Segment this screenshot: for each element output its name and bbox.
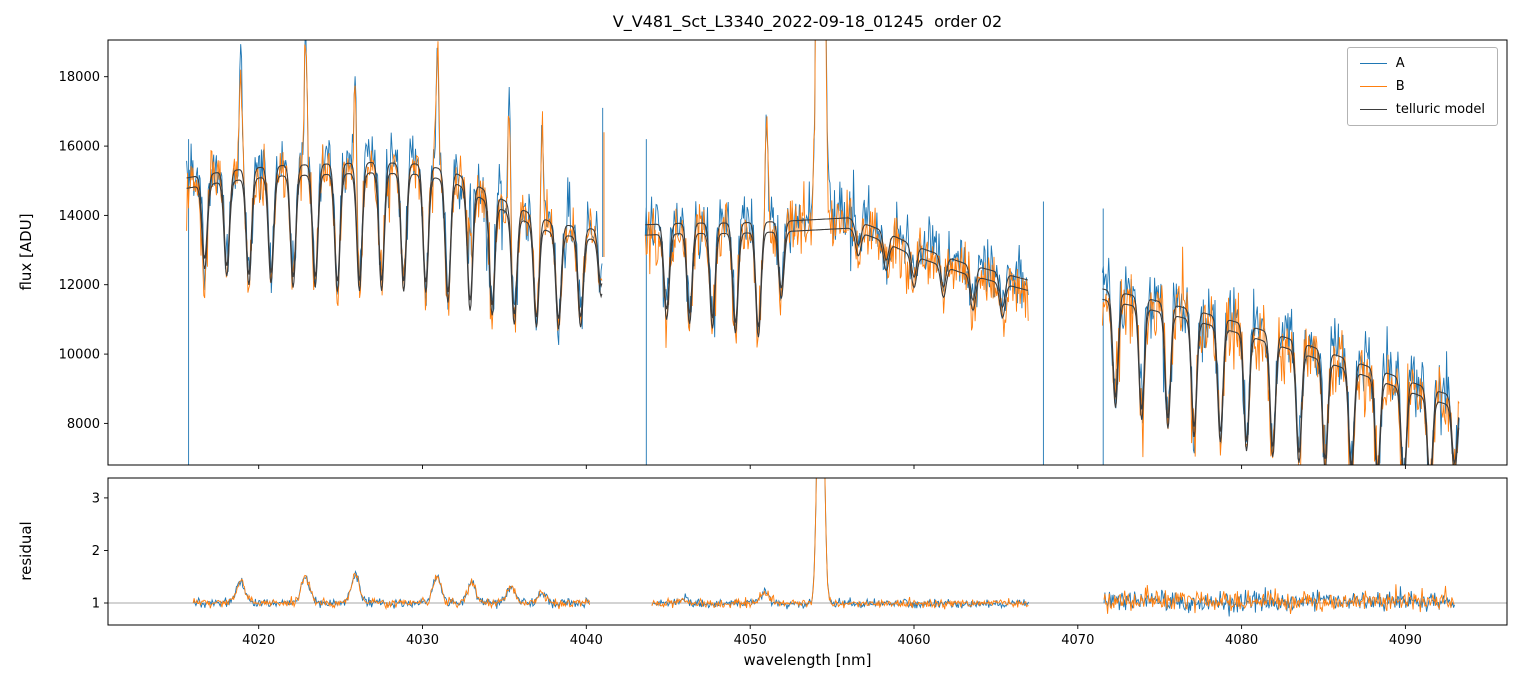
x-tick-label: 4030	[406, 633, 439, 648]
flux-panel-series	[186, 40, 1460, 465]
residual-panel-spines	[107, 477, 1508, 626]
x-axis-label: wavelength [nm]	[743, 651, 872, 669]
legend-label-telluric: telluric model	[1395, 102, 1485, 117]
x-tick-label: 4050	[734, 633, 767, 648]
residual-b-line	[192, 478, 1455, 614]
residual-axis-label: residual	[17, 521, 35, 581]
x-tick-label: 4020	[242, 633, 275, 648]
residual-tick-label: 1	[92, 597, 100, 612]
flux-panel-spines	[107, 39, 1508, 466]
flux-axis-label: flux [ADU]	[17, 213, 35, 291]
telluric-model-line-swatch	[1359, 109, 1387, 110]
series-b-line-swatch	[1359, 86, 1387, 87]
legend-label-a: A	[1395, 56, 1405, 71]
flux-tick-label: 14000	[59, 209, 100, 224]
residual-y-ticks: 1 2 3	[92, 491, 108, 612]
series-a-line-swatch	[1359, 63, 1387, 64]
residual-panel-series	[192, 478, 1455, 617]
x-tick-label: 4060	[897, 633, 930, 648]
x-tick-label: 4090	[1389, 633, 1422, 648]
telluric-model-line	[186, 172, 1460, 465]
x-axis-ticks: 4020 4030 4040 4050 4060 4070 4080 4090	[242, 465, 1422, 648]
flux-tick-label: 18000	[59, 70, 100, 85]
flux-tick-label: 12000	[59, 278, 100, 293]
flux-y-ticks: 8000 10000 12000 14000 16000 18000	[59, 70, 108, 432]
x-tick-label: 4070	[1061, 633, 1094, 648]
series-a-line	[186, 40, 1460, 465]
flux-tick-label: 8000	[67, 417, 100, 432]
residual-tick-label: 2	[92, 544, 100, 559]
plot-title: V_V481_Sct_L3340_2022-09-18_01245 order …	[612, 12, 1003, 31]
flux-tick-label: 16000	[59, 140, 100, 155]
series-b-line	[186, 40, 1460, 465]
legend-item-telluric: telluric model	[1359, 102, 1485, 117]
legend-item-a: A	[1359, 56, 1485, 71]
x-tick-label: 4040	[570, 633, 603, 648]
legend: A B telluric model	[1346, 47, 1498, 126]
x-tick-label: 4080	[1225, 633, 1258, 648]
legend-item-b: B	[1359, 79, 1485, 94]
residual-tick-label: 3	[92, 491, 100, 506]
flux-tick-label: 10000	[59, 348, 100, 363]
legend-label-b: B	[1395, 79, 1405, 94]
